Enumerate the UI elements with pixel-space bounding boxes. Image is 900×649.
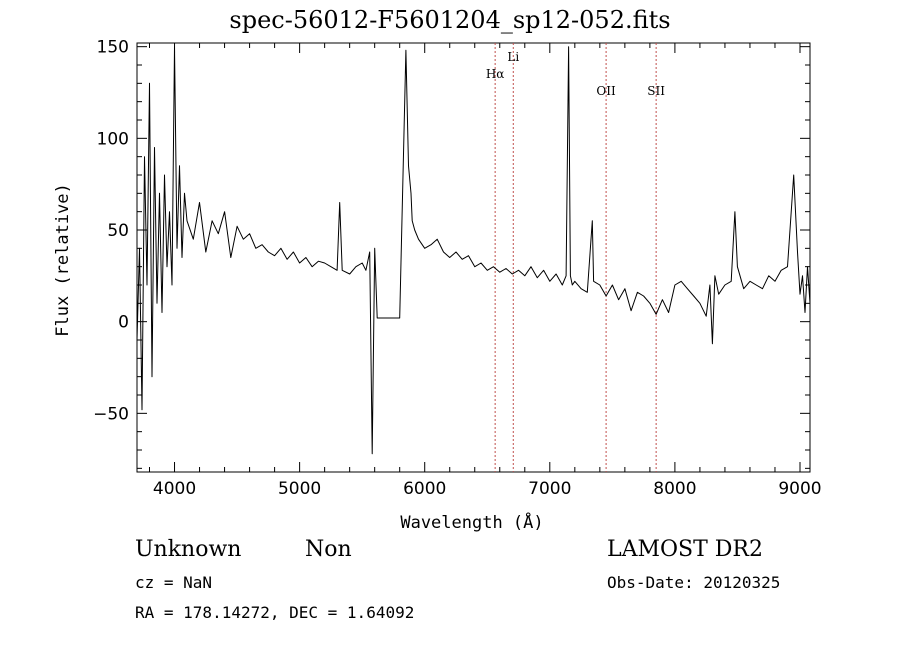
x-tick-label: 4000 (153, 479, 196, 499)
y-tick-label: 100 (97, 129, 129, 149)
x-axis-label: Wavelength (Å) (400, 511, 543, 533)
x-tick-label: 8000 (653, 479, 696, 499)
ra-dec-coordinates: RA = 178.14272, DEC = 1.64092 (135, 603, 415, 622)
x-tick-label: 5000 (278, 479, 321, 499)
axis-ticks: 4000 5000 6000 7000 8000 9000 −50 0 50 100 150 (93, 38, 822, 499)
y-axis-label: Flux (relative) (53, 183, 73, 337)
y-tick-label: 0 (118, 313, 129, 333)
spectral-line-label: Li (507, 50, 519, 64)
redshift-cz: cz = NaN (135, 573, 213, 592)
x-tick-label: 6000 (403, 479, 446, 499)
object-subclass: Non (305, 537, 352, 562)
x-tick-label: 9000 (778, 479, 821, 499)
chart-title: spec-56012-F5601204_sp12-052.fits (229, 6, 671, 34)
y-tick-label: −50 (93, 404, 129, 424)
spectral-line-label: Hα (486, 67, 505, 81)
spectrum-line (136, 46, 811, 455)
plot-frame (136, 42, 811, 473)
y-tick-label: 50 (107, 221, 129, 241)
x-tick-label: 7000 (528, 479, 571, 499)
spectral-line-label: OII (596, 84, 616, 98)
y-tick-label: 150 (97, 38, 129, 58)
object-class: Unknown (135, 537, 242, 562)
survey-name: LAMOST DR2 (607, 537, 763, 562)
spectral-line-label: SII (647, 84, 665, 98)
observation-date: Obs-Date: 20120325 (607, 573, 781, 592)
